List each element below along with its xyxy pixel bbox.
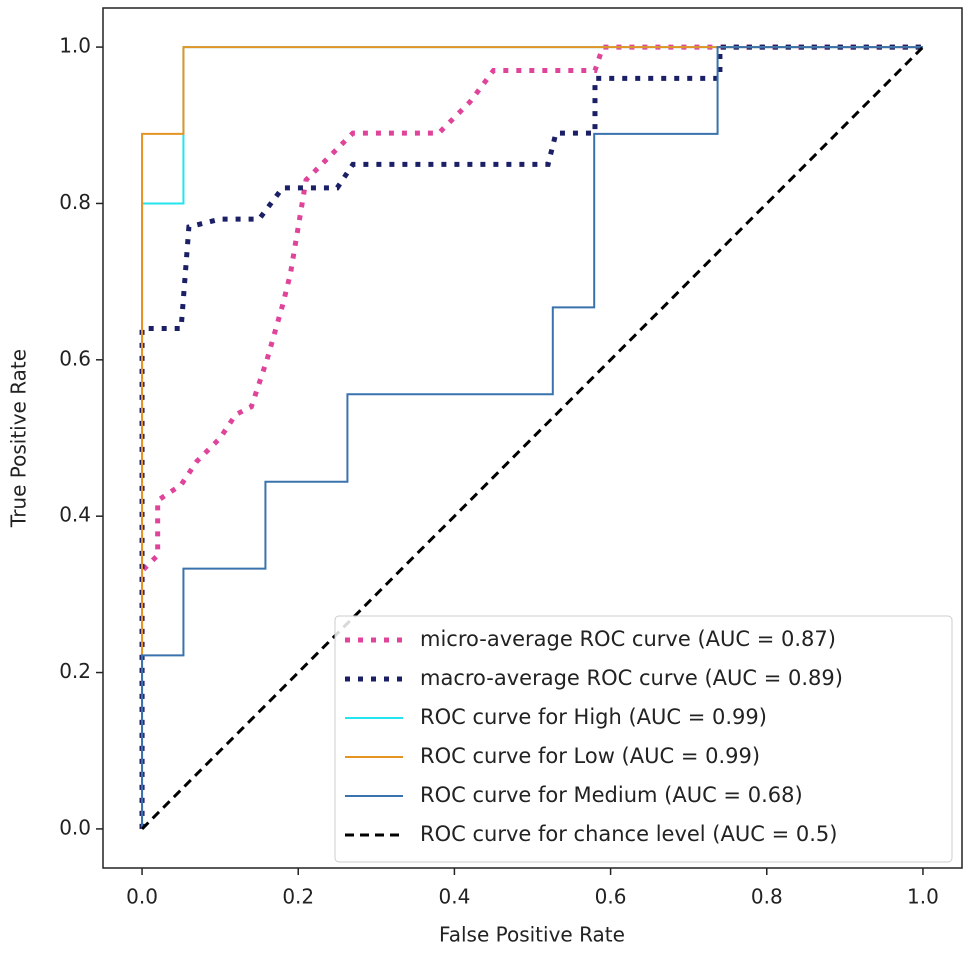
- x-tick-label: 0.4: [439, 885, 471, 909]
- legend-label: macro-average ROC curve (AUC = 0.89): [420, 666, 843, 690]
- legend-box: [334, 615, 953, 863]
- legend-label: ROC curve for Medium (AUC = 0.68): [420, 783, 803, 807]
- y-tick-label: 0.0: [59, 815, 91, 839]
- y-tick-label: 0.2: [59, 659, 91, 683]
- plot-frame: [102, 7, 963, 869]
- y-tick-label: 1.0: [59, 34, 91, 58]
- legend-label: micro-average ROC curve (AUC = 0.87): [420, 627, 836, 651]
- y-tick-label: 0.6: [59, 346, 91, 370]
- roc-curve: [139, 44, 923, 829]
- x-tick-label: 1.0: [907, 885, 939, 909]
- legend-label: ROC curve for chance level (AUC = 0.5): [420, 822, 837, 846]
- x-tick-label: 0.0: [126, 885, 158, 909]
- legend-label: ROC curve for High (AUC = 0.99): [420, 705, 767, 729]
- roc-curve: [141, 46, 923, 829]
- x-tick-label: 0.6: [595, 885, 627, 909]
- x-tick-label: 0.2: [282, 885, 314, 909]
- x-tick-label: 0.8: [751, 885, 783, 909]
- y-axis-title: True Positive Rate: [7, 349, 31, 528]
- y-tick-label: 0.8: [59, 190, 91, 214]
- legend-label: ROC curve for Low (AUC = 0.99): [420, 744, 760, 768]
- x-axis-title: False Positive Rate: [439, 923, 625, 947]
- roc-curve: [140, 46, 925, 830]
- roc-curve: [141, 46, 923, 829]
- y-tick-label: 0.4: [59, 503, 91, 527]
